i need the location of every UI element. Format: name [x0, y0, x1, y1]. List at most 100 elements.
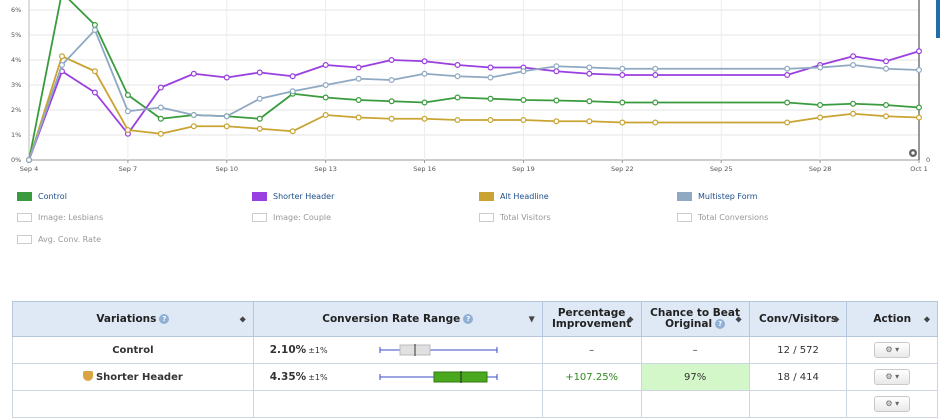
data-point[interactable] [157, 104, 164, 111]
header-conversion-rate-range[interactable]: Conversion Rate Range? ▼ [252, 301, 543, 337]
data-point[interactable] [520, 96, 527, 103]
data-point[interactable] [817, 101, 824, 108]
data-point[interactable] [58, 53, 65, 60]
data-point[interactable] [784, 65, 791, 72]
data-point[interactable] [817, 114, 824, 121]
data-point[interactable] [223, 113, 230, 120]
data-point[interactable] [355, 96, 362, 103]
legend-checkbox[interactable] [252, 213, 267, 222]
header-percentage-improvement[interactable]: Percentage Improvement ◆ [541, 301, 642, 337]
data-point[interactable] [487, 95, 494, 102]
header-action[interactable]: Action ◆ [846, 301, 938, 337]
data-point[interactable] [883, 101, 890, 108]
data-point[interactable] [223, 74, 230, 81]
data-point[interactable] [817, 64, 824, 71]
sort-icon[interactable]: ◆ [627, 314, 634, 324]
data-point[interactable] [915, 48, 922, 55]
data-point[interactable] [850, 100, 857, 107]
side-panel-tab[interactable] [936, 0, 940, 38]
data-point[interactable] [652, 71, 659, 78]
legend-item-control[interactable]: Control [17, 192, 67, 201]
data-point[interactable] [289, 73, 296, 80]
sort-icon[interactable]: ◆ [923, 314, 930, 324]
data-point[interactable] [289, 128, 296, 135]
legend-checkbox[interactable] [17, 235, 32, 244]
data-point[interactable] [421, 70, 428, 77]
data-point[interactable] [915, 66, 922, 73]
data-point[interactable] [322, 111, 329, 118]
data-point[interactable] [91, 22, 98, 29]
data-point[interactable] [850, 53, 857, 60]
data-point[interactable] [355, 64, 362, 71]
data-point[interactable] [26, 157, 33, 164]
data-point[interactable] [454, 94, 461, 101]
data-point[interactable] [553, 118, 560, 125]
data-point[interactable] [454, 61, 461, 68]
data-point[interactable] [784, 119, 791, 126]
data-point[interactable] [256, 69, 263, 76]
data-point[interactable] [124, 91, 131, 98]
legend-item-image-lesbians[interactable]: Image: Lesbians [17, 213, 103, 222]
data-point[interactable] [883, 65, 890, 72]
help-icon[interactable]: ? [463, 313, 474, 324]
data-point[interactable] [157, 115, 164, 122]
legend-item-shorter-header[interactable]: Shorter Header [252, 192, 334, 201]
legend-item-multistep-form[interactable]: Multistep Form [677, 192, 758, 201]
sort-icon[interactable]: ◆ [735, 314, 742, 324]
data-point[interactable] [421, 99, 428, 106]
data-point[interactable] [355, 75, 362, 82]
legend-item-total-conversions[interactable]: Total Conversions [677, 213, 768, 222]
data-point[interactable] [784, 71, 791, 78]
data-point[interactable] [190, 70, 197, 77]
data-point[interactable] [915, 104, 922, 111]
help-icon[interactable]: ? [159, 313, 170, 324]
data-point[interactable] [487, 116, 494, 123]
data-point[interactable] [256, 125, 263, 132]
data-point[interactable] [124, 108, 131, 115]
data-point[interactable] [586, 118, 593, 125]
data-point[interactable] [586, 70, 593, 77]
data-point[interactable] [322, 61, 329, 68]
data-point[interactable] [553, 97, 560, 104]
data-point[interactable] [157, 84, 164, 91]
data-point[interactable] [322, 94, 329, 101]
data-point[interactable] [520, 116, 527, 123]
legend-item-total-visitors[interactable]: Total Visitors [479, 213, 551, 222]
export-icon[interactable] [909, 149, 917, 157]
data-point[interactable] [619, 71, 626, 78]
data-point[interactable] [487, 64, 494, 71]
data-point[interactable] [256, 115, 263, 122]
action-menu-button[interactable]: ⚙ ▾ [874, 342, 911, 358]
data-point[interactable] [850, 110, 857, 117]
data-point[interactable] [190, 123, 197, 130]
data-point[interactable] [883, 58, 890, 65]
data-point[interactable] [586, 64, 593, 71]
legend-item-avg-conv-rate[interactable]: Avg. Conv. Rate [17, 235, 101, 244]
help-icon[interactable]: ? [715, 319, 726, 329]
data-point[interactable] [91, 27, 98, 34]
data-point[interactable] [157, 130, 164, 137]
legend-checkbox[interactable] [479, 213, 494, 222]
data-point[interactable] [652, 65, 659, 72]
data-point[interactable] [652, 99, 659, 106]
action-menu-button[interactable]: ⚙ ▾ [874, 396, 911, 412]
data-point[interactable] [124, 126, 131, 133]
data-point[interactable] [388, 56, 395, 63]
sort-icon[interactable]: ◆ [239, 314, 246, 324]
data-point[interactable] [388, 76, 395, 83]
data-point[interactable] [619, 65, 626, 72]
data-point[interactable] [421, 115, 428, 122]
data-point[interactable] [487, 74, 494, 81]
data-point[interactable] [586, 98, 593, 105]
data-point[interactable] [454, 116, 461, 123]
legend-item-alt-headline[interactable]: Alt Headline [479, 192, 549, 201]
data-point[interactable] [883, 113, 890, 120]
data-point[interactable] [553, 63, 560, 70]
data-point[interactable] [223, 123, 230, 130]
header-variations[interactable]: Variations? ◆ [12, 301, 254, 337]
data-point[interactable] [619, 99, 626, 106]
data-point[interactable] [850, 61, 857, 68]
data-point[interactable] [784, 99, 791, 106]
data-point[interactable] [652, 119, 659, 126]
data-point[interactable] [289, 88, 296, 95]
